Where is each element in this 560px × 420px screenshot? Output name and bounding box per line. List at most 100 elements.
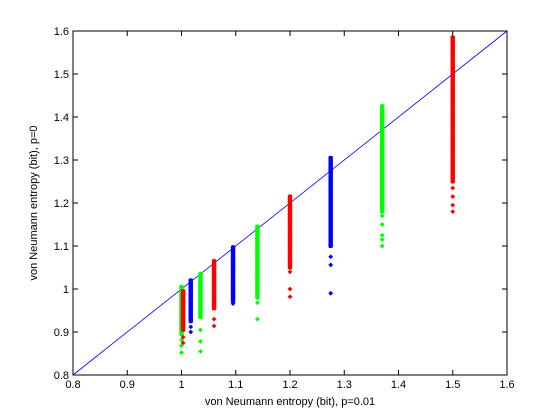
data-point — [211, 264, 217, 270]
data-point — [328, 164, 334, 170]
data-point — [379, 190, 385, 196]
x-tick-label: 0.8 — [65, 379, 80, 391]
data-point — [230, 292, 236, 298]
y-tick-label: 1.6 — [54, 26, 69, 38]
data-point — [379, 175, 385, 181]
data-point — [450, 158, 456, 163]
data-point — [255, 275, 260, 281]
data-point — [450, 161, 456, 166]
y-tick-label: 1 — [63, 284, 69, 296]
data-point — [450, 143, 456, 148]
data-point — [450, 167, 456, 172]
data-point — [255, 316, 260, 322]
data-point — [230, 271, 236, 277]
data-point — [287, 230, 293, 235]
data-point — [328, 290, 334, 296]
data-point — [188, 290, 194, 295]
data-point — [230, 262, 236, 268]
data-point — [450, 95, 456, 100]
data-point — [180, 321, 186, 327]
data-point — [328, 182, 334, 188]
data-point — [450, 122, 456, 127]
data-point — [198, 313, 203, 319]
data-point — [379, 237, 385, 242]
data-point — [287, 215, 293, 220]
data-point — [211, 276, 217, 282]
data-point — [211, 279, 217, 285]
data-point — [379, 199, 385, 205]
data-point — [379, 130, 385, 136]
data-point — [198, 277, 203, 283]
data-point — [180, 294, 186, 300]
data-point — [379, 243, 385, 249]
x-tick-label: 0.9 — [120, 379, 135, 391]
data-point — [198, 289, 203, 295]
data-point — [188, 299, 194, 304]
x-tick-label: 1.6 — [499, 379, 514, 391]
data-point — [450, 101, 456, 106]
data-point — [379, 106, 385, 112]
data-point — [180, 288, 186, 294]
data-point — [379, 103, 385, 109]
data-point — [379, 127, 385, 133]
x-tick-label: 1.4 — [391, 379, 406, 391]
data-point — [287, 263, 293, 268]
data-point — [287, 245, 293, 250]
data-point — [188, 324, 194, 330]
data-point — [230, 250, 236, 256]
data-point — [211, 282, 217, 288]
data-point — [328, 173, 334, 179]
data-point — [255, 260, 260, 266]
data-point — [211, 297, 217, 303]
data-point — [188, 329, 194, 335]
data-point — [188, 314, 194, 319]
data-point — [188, 305, 194, 310]
data-point — [287, 239, 293, 244]
data-point — [379, 112, 385, 118]
data-point — [198, 295, 203, 301]
data-point — [379, 208, 385, 214]
data-point — [211, 323, 217, 329]
data-point — [328, 185, 334, 191]
data-point — [287, 294, 293, 300]
data-point — [328, 254, 334, 260]
data-point — [450, 62, 456, 67]
data-point — [287, 200, 293, 205]
data-point — [450, 71, 456, 76]
data-point — [328, 227, 334, 233]
data-point — [180, 340, 186, 346]
data-point — [230, 289, 236, 295]
data-point — [328, 179, 334, 185]
data-point — [379, 178, 385, 184]
data-point — [287, 209, 293, 214]
y-tick-label: 1.2 — [54, 198, 69, 210]
data-point — [379, 124, 385, 130]
data-point — [255, 278, 260, 284]
data-point — [328, 200, 334, 206]
data-point — [450, 173, 456, 178]
data-point — [180, 309, 186, 315]
data-point — [379, 166, 385, 172]
data-point — [287, 233, 293, 238]
data-point — [450, 38, 456, 43]
data-point — [287, 206, 293, 211]
data-point — [255, 233, 260, 239]
data-point — [450, 77, 456, 82]
data-point — [230, 277, 236, 283]
y-tick-label: 1.5 — [54, 69, 69, 81]
data-point — [198, 304, 203, 310]
data-point — [287, 286, 293, 292]
data-point — [188, 317, 194, 322]
data-point — [211, 261, 217, 267]
data-point — [188, 284, 194, 289]
data-point — [287, 251, 293, 256]
data-point — [230, 247, 236, 253]
data-point — [450, 83, 456, 88]
data-point — [287, 269, 293, 275]
data-point — [287, 227, 293, 232]
data-point — [211, 270, 217, 276]
x-tick-label: 1.2 — [282, 379, 297, 391]
data-point — [198, 307, 203, 313]
data-point — [230, 253, 236, 259]
